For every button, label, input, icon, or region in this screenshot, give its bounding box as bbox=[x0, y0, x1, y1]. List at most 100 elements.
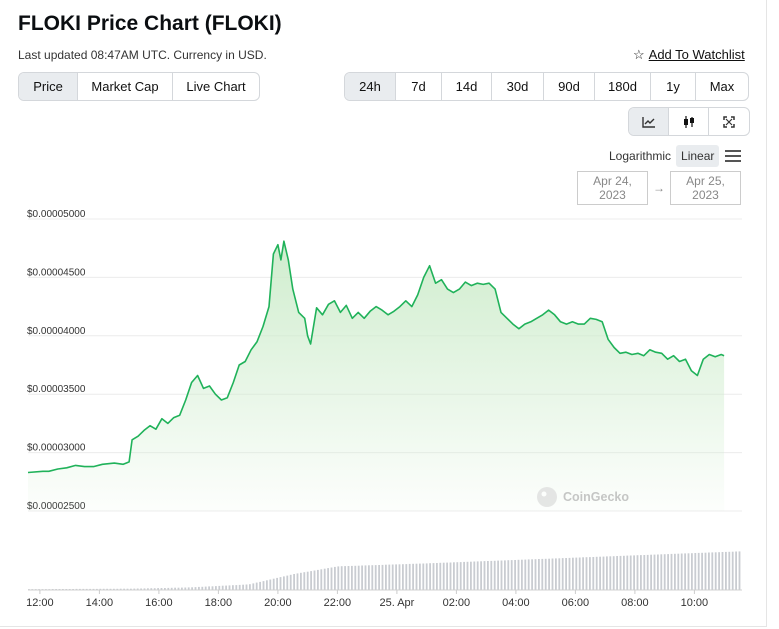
date-from-input[interactable]: Apr 24, 2023 bbox=[577, 171, 648, 205]
volume-bar bbox=[259, 581, 261, 590]
tab-live-chart[interactable]: Live Chart bbox=[186, 79, 246, 94]
volume-bar bbox=[527, 559, 530, 590]
chart-type-selector bbox=[628, 107, 750, 136]
x-tick-label: 22:00 bbox=[324, 597, 352, 609]
volume-bar bbox=[143, 588, 146, 590]
tab-market-cap[interactable]: Market Cap bbox=[78, 73, 173, 100]
date-range-arrow: → bbox=[653, 181, 665, 195]
volume-bar bbox=[306, 571, 309, 590]
y-tick-label: $0.00004500 bbox=[27, 267, 86, 278]
volume-bar bbox=[476, 561, 479, 590]
volume-bar bbox=[109, 588, 112, 590]
volume-bar bbox=[466, 561, 469, 590]
volume-bar bbox=[330, 567, 333, 590]
candlestick-button[interactable] bbox=[669, 108, 709, 135]
volume-bar bbox=[398, 564, 401, 590]
volume-bar bbox=[255, 582, 258, 590]
volume-bar bbox=[510, 560, 513, 590]
volume-bar bbox=[663, 554, 666, 590]
volume-bar bbox=[585, 557, 588, 590]
volume-bar bbox=[643, 555, 646, 590]
volume-bar bbox=[704, 552, 707, 590]
volume-bar bbox=[174, 587, 176, 590]
add-to-watchlist-link[interactable]: ☆ Add To Watchlist bbox=[633, 47, 745, 62]
range-24h[interactable]: 24h bbox=[345, 73, 396, 100]
volume-bar bbox=[619, 555, 622, 590]
volume-bar bbox=[296, 573, 299, 590]
volume-bar bbox=[388, 564, 391, 590]
volume-bar bbox=[140, 588, 142, 590]
volume-bar bbox=[395, 564, 397, 590]
volume-bar bbox=[493, 560, 496, 590]
fullscreen-button[interactable] bbox=[709, 108, 749, 135]
volume-bar bbox=[177, 587, 180, 590]
volume-bar bbox=[164, 588, 166, 590]
volume-bar bbox=[374, 565, 377, 590]
volume-bar bbox=[147, 588, 149, 590]
volume-bar bbox=[534, 559, 537, 590]
volume-bar bbox=[728, 551, 731, 590]
range-14d[interactable]: 14d bbox=[442, 73, 492, 100]
volume-bar bbox=[735, 551, 737, 590]
volume-bar bbox=[738, 551, 741, 590]
volume-bar bbox=[650, 554, 652, 590]
range-180d[interactable]: 180d bbox=[595, 73, 651, 100]
volume-bar bbox=[249, 584, 251, 590]
volume-bar bbox=[184, 587, 187, 590]
coingecko-watermark: CoinGecko bbox=[537, 487, 629, 507]
volume-bar bbox=[357, 565, 360, 590]
volume-bar bbox=[300, 572, 302, 590]
volume-bar bbox=[514, 560, 516, 590]
hamburger-menu-icon[interactable] bbox=[725, 150, 742, 162]
volume-bar bbox=[344, 566, 346, 590]
range-30d[interactable]: 30d bbox=[492, 73, 544, 100]
volume-bar bbox=[429, 563, 431, 590]
volume-bar bbox=[89, 588, 91, 590]
volume-bar bbox=[701, 552, 703, 590]
volume-bar bbox=[286, 575, 289, 590]
volume-bar bbox=[680, 553, 683, 590]
volume-bar bbox=[364, 565, 367, 590]
range-90d[interactable]: 90d bbox=[544, 73, 595, 100]
volume-bar bbox=[92, 588, 95, 590]
volume-bar bbox=[283, 576, 285, 590]
y-tick-label: $0.00003500 bbox=[27, 384, 86, 395]
volume-bar bbox=[456, 562, 459, 590]
range-1y[interactable]: 1y bbox=[651, 73, 696, 100]
volume-bar bbox=[123, 588, 125, 590]
volume-bar bbox=[187, 587, 190, 590]
volume-bar bbox=[629, 555, 632, 590]
volume-bar bbox=[340, 566, 343, 590]
volume-bar bbox=[272, 578, 275, 590]
date-to-input[interactable]: Apr 25, 2023 bbox=[670, 171, 741, 205]
x-tick-label: 10:00 bbox=[681, 597, 709, 609]
range-max[interactable]: Max bbox=[709, 79, 735, 94]
volume-bar bbox=[480, 561, 482, 590]
watchlist-label: Add To Watchlist bbox=[648, 47, 745, 62]
volume-bar bbox=[211, 586, 214, 590]
volume-bar bbox=[558, 558, 561, 590]
volume-bar bbox=[612, 556, 615, 590]
volume-bar bbox=[551, 558, 554, 590]
watermark-text: CoinGecko bbox=[563, 490, 629, 504]
price-chart: $0.00002500$0.00003000$0.00003500$0.0000… bbox=[26, 209, 742, 609]
y-tick-label: $0.00005000 bbox=[27, 209, 86, 220]
scale-logarithmic[interactable]: Logarithmic bbox=[609, 149, 672, 163]
volume-bar bbox=[218, 585, 221, 590]
volume-bar bbox=[541, 558, 544, 590]
volume-bar bbox=[670, 553, 673, 590]
volume-bar bbox=[133, 588, 136, 590]
volume-bar bbox=[157, 588, 159, 590]
volume-bar bbox=[79, 588, 81, 590]
volume-bar bbox=[150, 588, 153, 590]
scale-linear[interactable]: Linear bbox=[676, 145, 720, 167]
line-chart-button[interactable] bbox=[629, 108, 669, 135]
volume-bar bbox=[589, 557, 591, 590]
chart-tabs: Price Market Cap Live Chart bbox=[18, 72, 260, 101]
range-7d[interactable]: 7d bbox=[396, 73, 442, 100]
tab-price[interactable]: Price bbox=[19, 73, 78, 100]
volume-bar bbox=[313, 570, 316, 590]
volume-bar bbox=[504, 560, 506, 590]
volume-bar bbox=[653, 554, 656, 590]
